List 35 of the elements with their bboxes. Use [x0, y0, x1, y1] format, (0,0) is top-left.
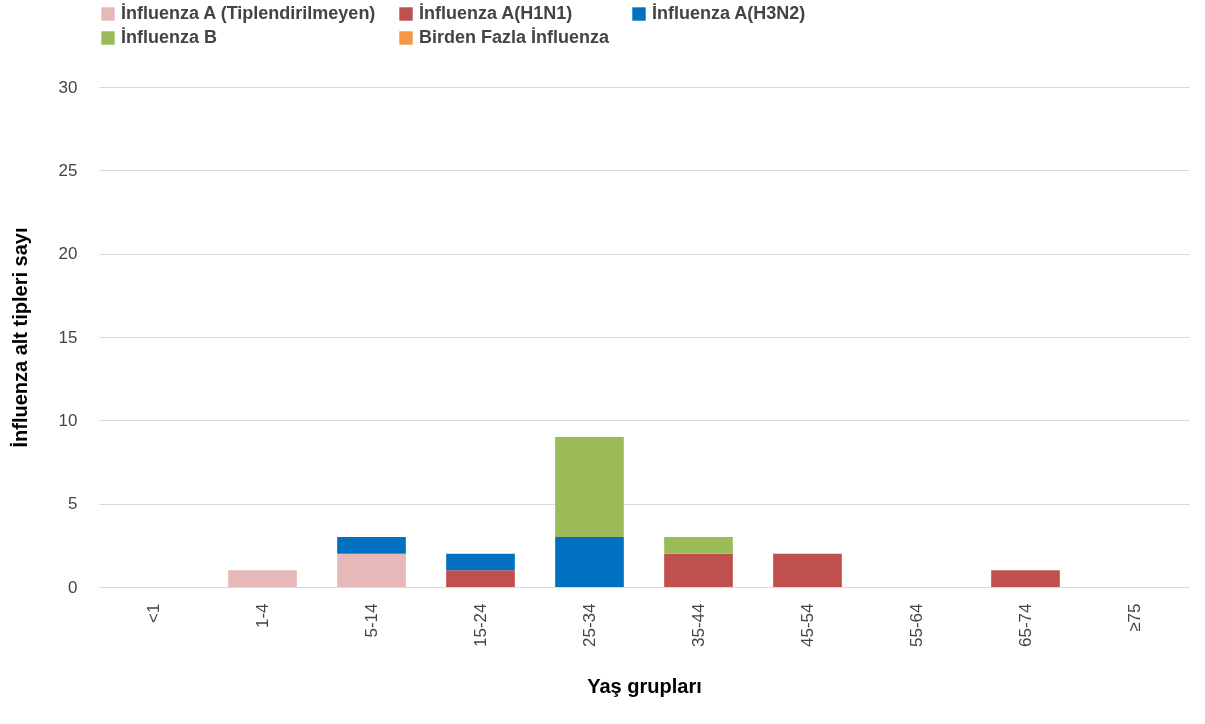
- bar: [446, 570, 515, 587]
- y-axis-title: İnfluenza alt tipleri sayı: [8, 227, 31, 448]
- legend-label: İnfluenza A(H1N1): [419, 3, 573, 23]
- bar: [773, 553, 842, 587]
- legend-label: İnfluenza B: [121, 27, 218, 47]
- bar: [664, 553, 733, 587]
- x-tick-label: 25-34: [579, 603, 599, 647]
- y-tick-label: 0: [68, 577, 78, 597]
- bar: [555, 537, 624, 587]
- x-tick-label: 45-54: [797, 603, 817, 647]
- x-tick-label: 65-74: [1015, 603, 1035, 647]
- bar: [228, 570, 297, 587]
- bar: [446, 553, 515, 571]
- bar: [337, 537, 406, 554]
- bar: [991, 570, 1060, 587]
- x-tick-label: <1: [143, 603, 163, 623]
- y-tick-label: 5: [68, 494, 78, 514]
- bar: [555, 437, 624, 537]
- x-tick-label: 1-4: [252, 603, 272, 629]
- legend-label: Birden Fazla İnfluenza: [419, 27, 611, 47]
- x-tick-label: ≥75: [1124, 603, 1144, 632]
- x-tick-label: 55-64: [906, 603, 926, 647]
- y-tick-label: 25: [58, 160, 78, 180]
- y-tick-label: 30: [58, 77, 78, 97]
- bar: [664, 537, 733, 554]
- legend-label: İnfluenza A(H3N2): [652, 3, 806, 23]
- x-tick-label: 15-24: [470, 603, 490, 647]
- x-axis-title: Yaş grupları: [587, 674, 702, 697]
- x-tick-label: 5-14: [361, 603, 381, 638]
- y-tick-label: 15: [58, 327, 78, 347]
- x-tick-label: 35-44: [688, 603, 708, 647]
- y-tick-label: 10: [58, 410, 78, 430]
- bar: [337, 553, 406, 587]
- y-tick-label: 20: [58, 244, 78, 264]
- legend-label: İnfluenza A (Tiplendirilmeyen): [121, 3, 376, 23]
